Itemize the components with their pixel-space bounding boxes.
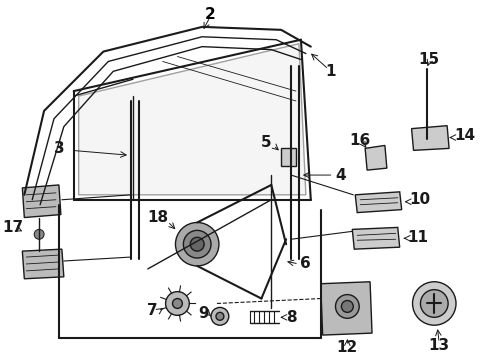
Polygon shape — [23, 249, 64, 279]
Polygon shape — [365, 145, 387, 170]
Ellipse shape — [420, 290, 448, 317]
Text: 3: 3 — [53, 141, 64, 156]
Text: 9: 9 — [198, 306, 209, 321]
Circle shape — [172, 298, 182, 309]
Text: 6: 6 — [300, 256, 311, 271]
Text: 15: 15 — [419, 52, 440, 67]
Circle shape — [342, 301, 353, 312]
Circle shape — [166, 292, 189, 315]
Text: 1: 1 — [325, 64, 336, 79]
Text: 2: 2 — [205, 6, 216, 22]
Polygon shape — [412, 126, 449, 150]
Polygon shape — [23, 185, 61, 217]
Polygon shape — [352, 228, 400, 249]
Circle shape — [183, 230, 211, 258]
Text: 4: 4 — [335, 167, 346, 183]
Text: 18: 18 — [147, 210, 168, 225]
Text: 13: 13 — [429, 338, 450, 354]
Text: 11: 11 — [408, 230, 429, 245]
Circle shape — [34, 229, 44, 239]
Polygon shape — [320, 282, 372, 335]
Text: 12: 12 — [337, 341, 358, 355]
Text: 14: 14 — [454, 128, 475, 143]
Circle shape — [336, 294, 359, 318]
Text: 16: 16 — [349, 133, 371, 148]
Circle shape — [175, 222, 219, 266]
Circle shape — [216, 312, 224, 320]
Bar — [281, 148, 296, 166]
Polygon shape — [355, 192, 402, 213]
Circle shape — [190, 237, 204, 251]
Text: 7: 7 — [147, 303, 158, 318]
Ellipse shape — [413, 282, 456, 325]
Polygon shape — [79, 44, 306, 195]
Circle shape — [211, 307, 229, 325]
Text: 10: 10 — [410, 192, 431, 207]
Text: 5: 5 — [261, 135, 271, 150]
Text: 8: 8 — [286, 310, 297, 325]
Text: 17: 17 — [2, 220, 23, 235]
